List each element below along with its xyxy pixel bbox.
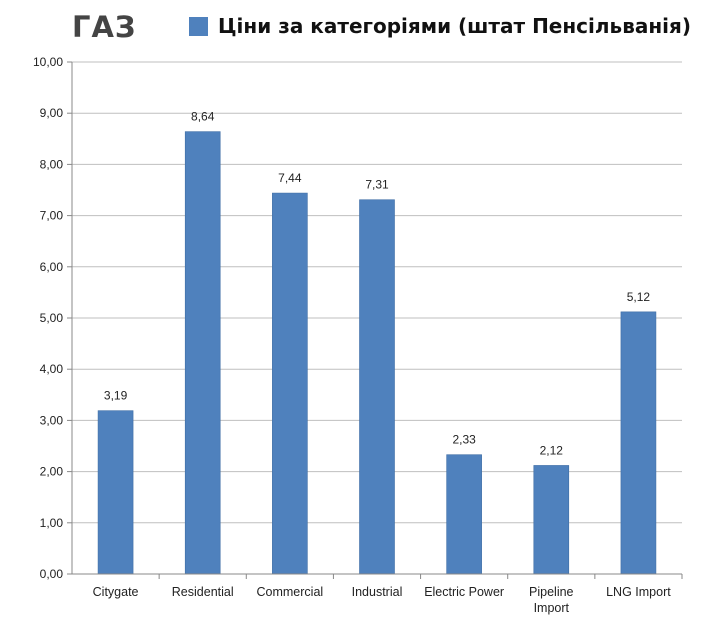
x-tick-label: Pipeline Import <box>529 585 574 615</box>
data-label: 3,19 <box>104 389 128 403</box>
data-label: 5,12 <box>627 290 651 304</box>
y-tick-label: 9,00 <box>40 106 64 120</box>
x-tick-label: Residential <box>172 585 234 599</box>
legend-swatch <box>189 16 208 36</box>
bar-citygate <box>97 410 134 575</box>
x-axis-labels: Citygate Residential Commercial Industrial E… <box>93 574 683 615</box>
x-tick-label: Electric Power <box>424 585 504 599</box>
bars <box>97 131 657 575</box>
y-tick-label: 0,00 <box>40 567 64 581</box>
data-label: 2,33 <box>452 433 476 447</box>
x-tick-label: Industrial <box>352 585 403 599</box>
bar-commercial <box>272 192 308 575</box>
y-tick-label: 3,00 <box>40 413 64 427</box>
bar-pipeline-import <box>533 465 570 575</box>
y-tick-label: 6,00 <box>40 260 64 274</box>
bar-residential <box>184 131 221 575</box>
chart-title: ГАЗ <box>72 10 137 44</box>
y-tick-label: 10,00 <box>33 55 63 69</box>
x-tick-label: LNG Import <box>606 585 671 599</box>
y-tick-label: 1,00 <box>40 516 64 530</box>
data-label: 7,44 <box>278 171 302 185</box>
y-tick-label: 7,00 <box>40 209 64 223</box>
axes <box>71 62 682 575</box>
legend-label: Ціни за категоріями (штат Пенсільванія) <box>218 14 691 38</box>
data-labels: 3,19 8,64 7,44 7,31 2,33 2,12 5,12 <box>104 110 651 458</box>
bar-lng-import <box>620 311 657 575</box>
bar-electric-power <box>446 454 482 575</box>
x-tick-label: Citygate <box>93 585 139 599</box>
data-label: 2,12 <box>540 443 564 457</box>
y-tick-label: 5,00 <box>40 311 64 325</box>
bar-industrial <box>359 199 395 575</box>
y-tick-label: 2,00 <box>40 465 64 479</box>
y-axis-ticks: 0,00 1,00 2,00 3,00 4,00 5,00 6,00 7,00 8,00 9,00… <box>33 55 72 581</box>
y-tick-label: 4,00 <box>40 362 64 376</box>
y-tick-label: 8,00 <box>40 157 64 171</box>
data-label: 7,31 <box>365 178 389 192</box>
x-tick-label: Commercial <box>257 585 324 599</box>
data-label: 8,64 <box>191 110 215 124</box>
legend: Ціни за категоріями (штат Пенсільванія) <box>189 14 691 38</box>
